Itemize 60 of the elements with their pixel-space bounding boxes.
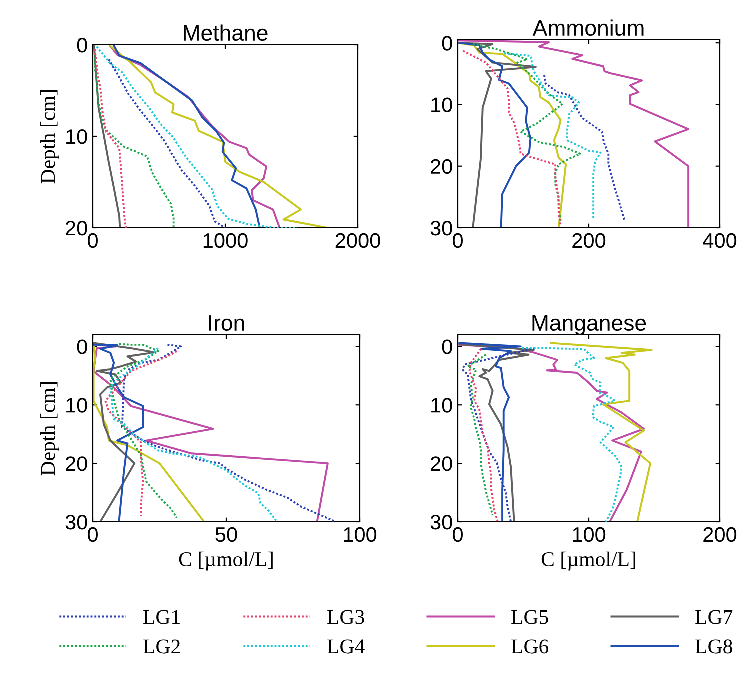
y-tick-label: 20 [431,159,452,174]
chart-title: Iron [209,316,244,332]
legend-label: LG8 [696,640,732,654]
legend-label: LG5 [512,610,548,624]
x-tick-label: 1000 [204,233,248,248]
line-series [468,348,499,522]
y-tick-label: 30 [430,515,452,530]
x-tick-label: 100 [573,527,606,542]
legend-label: LG6 [512,640,549,654]
line-series [458,344,645,522]
y-tick-label: 20 [66,456,88,472]
line-series [504,52,602,221]
legend-label: LG7 [696,610,733,624]
line-series [93,342,156,522]
line-series [543,74,626,222]
x-tick-label: 100 [344,527,377,542]
x-tick-label: 200 [572,233,606,248]
x-tick-label: 200 [704,527,737,542]
line-series [94,48,128,228]
line-series [472,43,582,222]
y-tick-label: 10 [66,398,88,413]
line-series [93,344,144,522]
x-tick-label: 0 [88,233,98,248]
y-tick-label: 30 [66,515,88,530]
y-tick-label: 20 [66,221,88,236]
y-axis-title: Depth [cm] [40,90,60,184]
legend-label: LG1 [144,610,180,624]
line-series [521,347,623,522]
line-series [93,344,206,522]
line-series [550,342,653,522]
y-tick-label: 0 [442,36,452,51]
y-tick-label: 0 [442,340,452,354]
line-series [109,45,328,228]
y-tick-label: 30 [430,221,452,236]
line-series [458,342,522,522]
y-axis-title: Depth [cm] [40,382,60,476]
y-tick-label: 20 [431,456,452,472]
chart-title: Manganese [532,316,646,336]
x-axis-title: C [µmol/L] [179,552,273,571]
y-tick-label: 10 [432,398,452,413]
chart-title: Methane [184,24,268,42]
x-tick-label: 2000 [336,233,380,248]
x-axis-title: C [µmol/L] [542,552,636,571]
legend-label: LG4 [328,640,365,654]
line-series [94,53,175,228]
x-tick-label: 0 [453,233,463,248]
line-series [466,354,494,516]
x-tick-label: 0 [88,527,98,542]
line-series [110,347,278,522]
y-tick-label: 10 [66,130,88,144]
x-tick-label: 400 [703,233,737,248]
chart-title: Ammonium [532,20,644,36]
y-tick-label: 0 [77,340,88,354]
y-tick-label: 0 [77,38,88,53]
legend-label: LG2 [144,640,180,654]
x-tick-label: 0 [453,527,463,542]
line-series [108,58,226,228]
x-tick-label: 50 [216,527,238,542]
legend-label: LG3 [328,610,364,624]
y-tick-label: 10 [432,98,452,112]
